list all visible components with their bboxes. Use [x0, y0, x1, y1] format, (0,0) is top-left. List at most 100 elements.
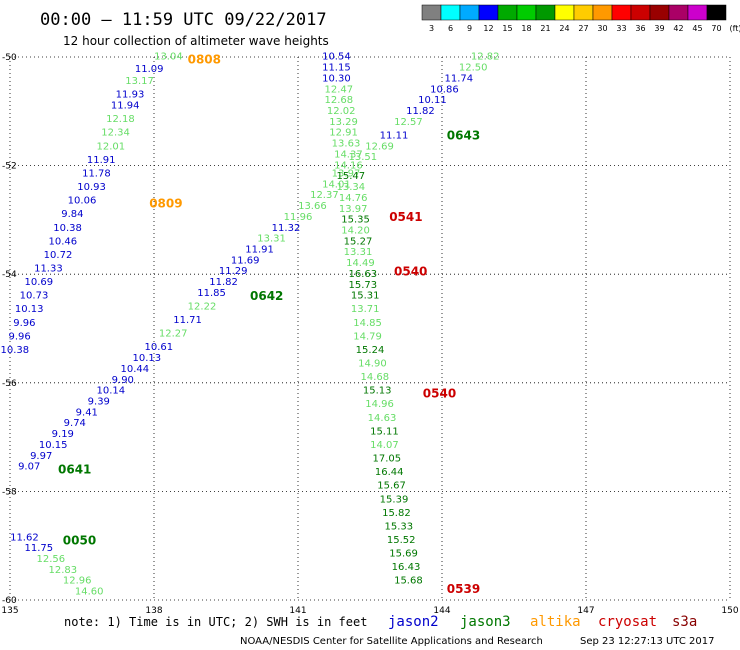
wave-height-value: 12.18	[106, 114, 135, 125]
wave-height-value: 15.68	[394, 576, 423, 587]
pass-time-label: 0809	[149, 197, 182, 211]
wave-height-value: 16.43	[392, 562, 421, 573]
wave-height-value: 13.97	[332, 168, 361, 179]
wave-height-value: 15.82	[382, 508, 411, 519]
y-tick-label: -50	[2, 53, 17, 63]
wave-height-value: 11.94	[111, 101, 140, 112]
wave-height-value: 10.61	[144, 342, 173, 353]
wave-height-value: 10.93	[77, 182, 106, 193]
wave-height-value: 14.60	[75, 587, 104, 598]
legend-swatch	[611, 4, 632, 21]
wave-height-value: 13.31	[344, 247, 373, 258]
wave-height-value: 10.06	[68, 196, 97, 207]
wave-height-value: 14.63	[368, 413, 397, 424]
legend-swatch	[554, 4, 575, 21]
wave-height-value: 12.56	[36, 554, 65, 565]
wave-height-value: 9.84	[61, 209, 83, 220]
legend-swatch	[478, 4, 499, 21]
pass-time-label: 0541	[389, 210, 422, 224]
wave-height-value: 11.93	[116, 90, 145, 101]
wave-height-value: 11.82	[209, 277, 238, 288]
wave-height-value: 11.82	[406, 106, 435, 117]
wave-height-value: 13.63	[332, 139, 361, 150]
wave-height-value: 11.91	[245, 244, 274, 255]
legend-swatch	[516, 4, 537, 21]
x-tick-label: 138	[145, 606, 162, 616]
wave-height-value: 11.33	[34, 263, 63, 274]
legend-swatch	[687, 4, 708, 21]
wave-height-value: 10.11	[418, 95, 447, 106]
footer-credit: NOAA/NESDIS Center for Satellite Applica…	[240, 636, 543, 647]
wave-height-value: 12.69	[365, 141, 394, 152]
wave-height-value: 10.14	[96, 386, 125, 397]
legend-swatch	[535, 4, 556, 21]
wave-height-value: 16.44	[375, 467, 404, 478]
wave-height-value: 15.35	[341, 215, 370, 226]
wave-height-value: 9.07	[18, 462, 40, 473]
wave-height-value: 12.01	[96, 141, 125, 152]
y-tick-label: -58	[2, 487, 17, 497]
wave-height-value: 11.32	[272, 223, 301, 234]
pass-time-label: 0641	[58, 463, 91, 477]
satellite-jason3: jason3	[460, 614, 511, 630]
wave-height-value: 11.78	[82, 168, 111, 179]
wave-height-value: 14.16	[334, 160, 363, 171]
wave-height-value: 11.69	[231, 255, 260, 266]
wave-height-value: 11.62	[10, 532, 39, 543]
legend-label: 27	[578, 24, 588, 33]
note-text: note: 1) Time is in UTC; 2) SWH is in fe…	[64, 615, 367, 629]
legend-label: 39	[654, 24, 664, 33]
legend-swatch	[440, 4, 461, 21]
satellite-legend: jason2 jason3 altika cryosat s3a	[388, 614, 697, 630]
wave-height-value: 14.49	[346, 258, 375, 269]
wave-height-value: 9.19	[52, 429, 74, 440]
y-tick-label: -54	[2, 270, 17, 280]
legend-label: 21	[540, 24, 550, 33]
wave-height-value: 11.91	[87, 155, 116, 166]
wave-height-value: 16.63	[348, 269, 377, 280]
satellite-altika: altika	[530, 614, 581, 630]
wave-height-value: 15.73	[348, 280, 377, 291]
wave-height-value: 12.57	[394, 117, 423, 128]
wave-height-value: 10.69	[24, 277, 53, 288]
wave-height-value: 9.90	[112, 375, 134, 386]
wave-height-value: 10.13	[132, 353, 161, 364]
legend-label: (ft)	[729, 24, 740, 33]
footer-timestamp: Sep 23 12:27:13 UTC 2017	[580, 636, 714, 647]
legend-label: 36	[635, 24, 645, 33]
x-tick-label: 150	[721, 606, 738, 616]
legend-swatch	[668, 4, 689, 21]
wave-height-value: 12.22	[188, 301, 217, 312]
wave-height-value: 11.09	[135, 64, 164, 75]
wave-height-value: 9.41	[76, 407, 98, 418]
legend-label: 9	[467, 24, 472, 33]
page-title: 00:00 – 11:59 UTC 09/22/2017	[40, 10, 327, 30]
wave-height-value: 12.27	[159, 329, 188, 340]
wave-height-value: 11.96	[284, 212, 313, 223]
wave-height-value: 15.27	[344, 236, 373, 247]
wave-height-value: 10.44	[120, 364, 149, 375]
wave-height-value: 14.20	[341, 225, 370, 236]
wave-height-value: 10.38	[0, 345, 29, 356]
wave-height-value: 13.29	[329, 117, 358, 128]
pass-time-label: 0050	[63, 533, 96, 547]
legend-label: 18	[521, 24, 531, 33]
wave-height-value: 10.15	[39, 440, 68, 451]
wave-height-value: 15.52	[387, 535, 416, 546]
legend-label: 33	[616, 24, 626, 33]
wave-height-value: 11.74	[444, 73, 473, 84]
wave-height-value: 10.54	[322, 52, 351, 63]
legend-label: 12	[483, 24, 493, 33]
legend-label: 42	[673, 24, 683, 33]
legend-label: 3	[429, 24, 434, 33]
wave-height-value: 14.37	[334, 149, 363, 160]
wave-height-value: 12.83	[48, 565, 77, 576]
legend-label: 15	[502, 24, 512, 33]
wave-height-value: 14.01	[322, 179, 351, 190]
wave-height-value: 14.07	[370, 440, 399, 451]
wave-height-value: 15.24	[356, 345, 385, 356]
wave-height-value: 14.90	[358, 359, 387, 370]
wave-height-value: 14.85	[353, 318, 382, 329]
